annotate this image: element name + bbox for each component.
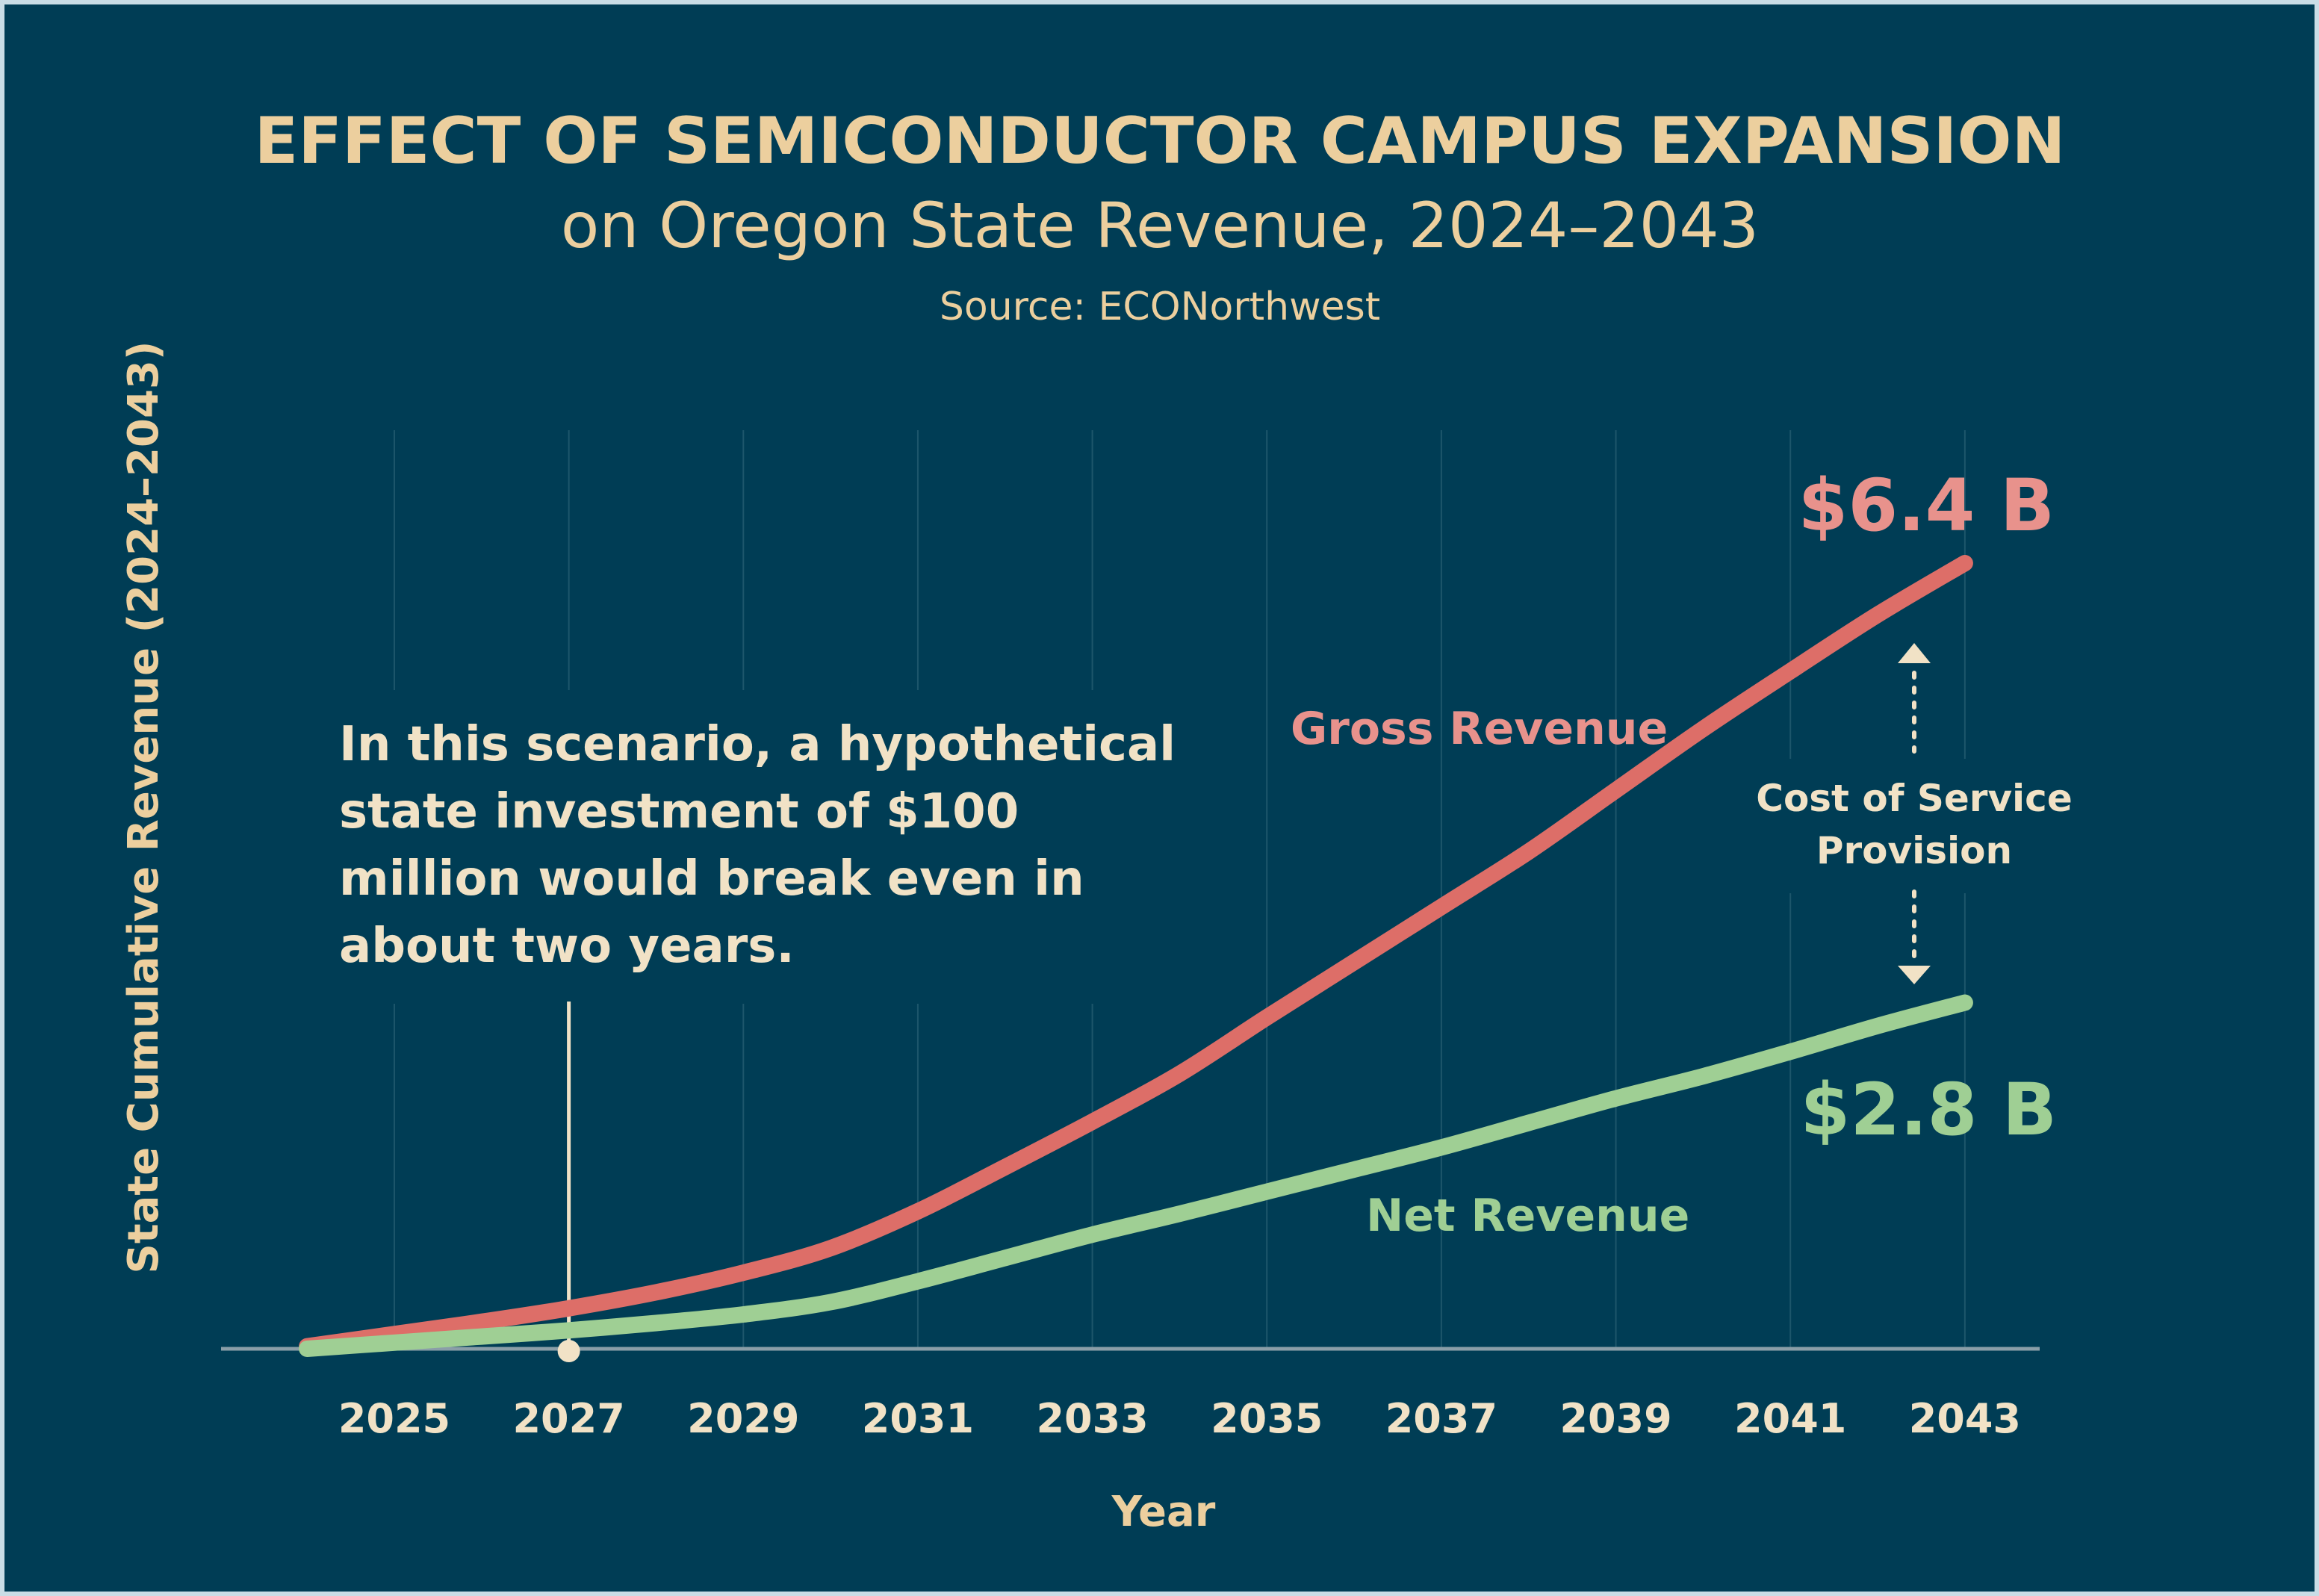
cost-label-line-2: Provision [1816, 829, 2012, 872]
x-tick-2029: 2029 [687, 1395, 799, 1442]
x-tick-2033: 2033 [1036, 1395, 1148, 1442]
cost-label-backdrop [1737, 759, 2096, 893]
gross-revenue-line [299, 555, 1973, 1355]
x-tick-2041: 2041 [1734, 1395, 1846, 1442]
gross-end-value: $6.4 B [1798, 464, 2055, 547]
annotation-backdrop [322, 690, 1158, 1004]
chart-title: EFFECT OF SEMICONDUCTOR CAMPUS EXPANSION [255, 104, 2066, 178]
annotation-line-3: million would break even in [339, 851, 1084, 907]
annotation-line-1: In this scenario, a hypothetical [339, 717, 1176, 772]
annotation-line-2: state investment of $100 [339, 784, 1019, 839]
x-tick-labels: 2025 2027 2029 2031 2033 2035 2037 2039 2041 2043 [338, 1395, 2021, 1442]
x-tick-2025: 2025 [338, 1395, 450, 1442]
x-tick-2037: 2037 [1385, 1395, 1497, 1442]
arrow-up-icon [1898, 643, 1931, 663]
net-revenue-line [299, 994, 1973, 1357]
x-tick-2027: 2027 [512, 1395, 624, 1442]
x-tick-2031: 2031 [862, 1395, 974, 1442]
gross-revenue-label: Gross Revenue [1291, 703, 1668, 755]
arrow-down-icon [1898, 966, 1931, 984]
net-revenue-label: Net Revenue [1366, 1190, 1689, 1242]
x-axis-title: Year [1111, 1488, 1216, 1536]
series-lines [299, 555, 1973, 1357]
y-axis-title: State Cumulative Revenue (2024–2043) [119, 341, 168, 1274]
chart-source: Source: ECONorthwest [940, 285, 1380, 329]
chart-subtitle: on Oregon State Revenue, 2024–2043 [561, 189, 1759, 262]
annotation-line-4: about two years. [339, 919, 795, 974]
break-even-marker-dot [557, 1340, 580, 1362]
x-tick-2039: 2039 [1559, 1395, 1671, 1442]
revenue-chart: EFFECT OF SEMICONDUCTOR CAMPUS EXPANSION… [119, 104, 2096, 1536]
x-tick-2035: 2035 [1211, 1395, 1323, 1442]
chart-frame: EFFECT OF SEMICONDUCTOR CAMPUS EXPANSION… [4, 4, 2315, 1592]
x-tick-2043: 2043 [1909, 1395, 2021, 1442]
cost-label-line-1: Cost of Service [1756, 777, 2073, 820]
net-end-value: $2.8 B [1801, 1068, 2057, 1152]
